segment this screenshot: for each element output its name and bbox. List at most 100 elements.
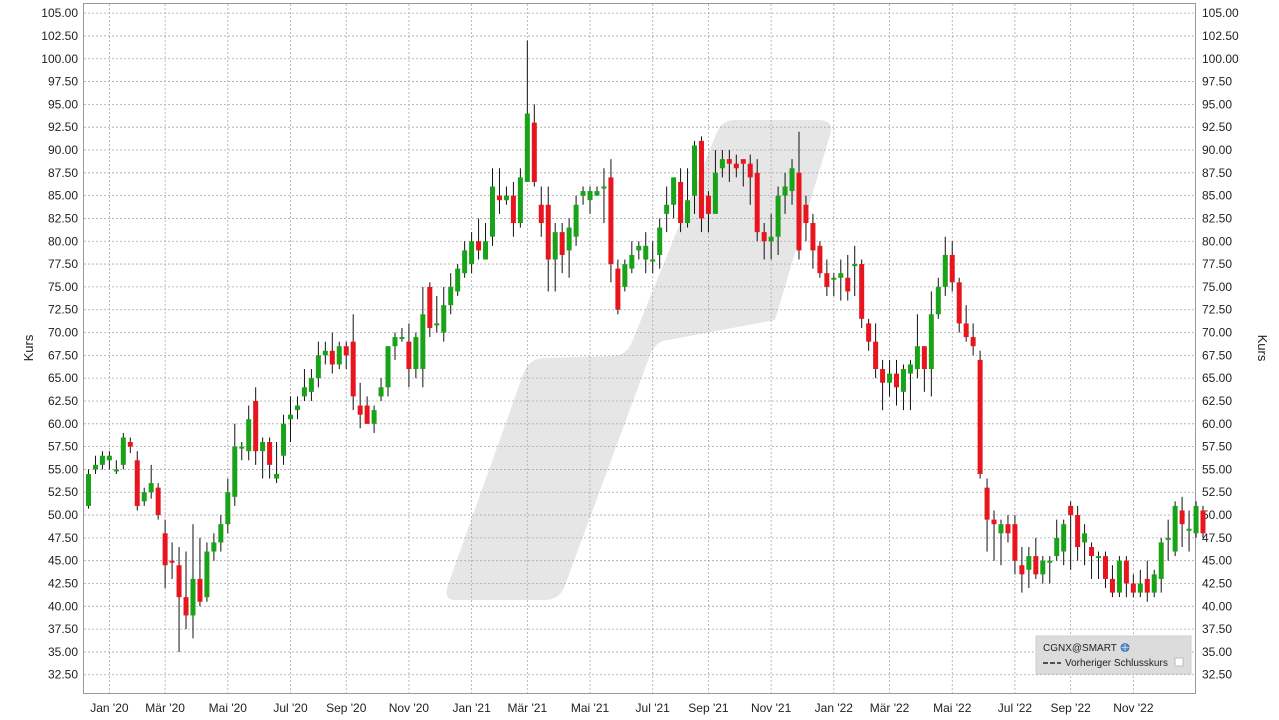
- candle-body: [935, 286, 941, 315]
- candle: [134, 451, 140, 511]
- x-tick-label: Mai '20: [209, 701, 248, 715]
- globe-icon[interactable]: [1120, 643, 1130, 652]
- candle: [1144, 560, 1150, 602]
- candle: [1165, 519, 1171, 561]
- candle: [169, 542, 175, 579]
- candle-body: [420, 314, 426, 370]
- candle: [301, 369, 307, 401]
- candle: [357, 382, 363, 429]
- candle-body: [768, 236, 774, 242]
- candle-body: [218, 524, 224, 543]
- candle-body: [1116, 560, 1122, 593]
- candle: [441, 286, 447, 342]
- candle-body: [726, 159, 732, 164]
- candle-body: [622, 264, 628, 287]
- candle-body: [92, 464, 98, 470]
- y-tick-label-right: 82.50: [1202, 211, 1232, 225]
- candle-body: [587, 191, 593, 201]
- candle: [1172, 501, 1178, 557]
- candle: [956, 277, 962, 333]
- y-tick-label-left: 32.50: [48, 668, 78, 682]
- candle-body: [977, 359, 983, 474]
- x-tick-label: Jul '20: [273, 701, 308, 715]
- x-tick-label: Sep '21: [688, 701, 729, 715]
- candle-body: [1165, 537, 1171, 540]
- candle: [747, 154, 753, 205]
- candle: [1089, 542, 1095, 579]
- candle-body: [343, 346, 349, 356]
- candle: [900, 364, 906, 411]
- candle: [921, 346, 927, 392]
- candle: [692, 140, 698, 214]
- y-tick-label-left: 40.00: [48, 599, 78, 613]
- candle-body: [469, 241, 475, 265]
- y-tick-label-right: 50.00: [1202, 508, 1232, 522]
- candle: [1179, 496, 1185, 547]
- candle-body: [963, 323, 969, 338]
- candle: [490, 168, 496, 246]
- candle-body: [1123, 560, 1129, 584]
- y-tick-label-left: 90.00: [48, 143, 78, 157]
- candle-body: [315, 355, 321, 379]
- candle: [594, 186, 600, 196]
- candle-body: [1061, 524, 1067, 552]
- candle-body: [573, 204, 579, 237]
- y-axis-right: 32.50 35.00 37.50 40.00 42.50 45.00 47.50 50.00…: [1202, 6, 1239, 682]
- x-tick-label: Mär '20: [145, 701, 185, 715]
- y-axis-left: 32.50 35.00 37.50 40.00 42.50 45.00 47.50 50.00…: [41, 6, 78, 682]
- candle: [601, 168, 607, 224]
- candle: [852, 245, 858, 297]
- checkbox-icon[interactable]: [1174, 657, 1184, 667]
- candle: [1040, 556, 1046, 584]
- candle: [733, 154, 739, 178]
- candle-body: [1040, 560, 1046, 575]
- candle: [1068, 501, 1074, 570]
- y-tick-label-left: 72.50: [48, 303, 78, 317]
- candle: [315, 341, 321, 388]
- candle-body: [657, 227, 663, 255]
- candle: [775, 186, 781, 255]
- candle-body: [831, 277, 837, 280]
- y-tick-label-right: 57.50: [1202, 440, 1232, 454]
- candle-body: [211, 542, 217, 552]
- x-axis: Jan '20 Mär '20 Mai '20 Jul '20 Sep '20 Nov '…: [90, 701, 1154, 715]
- candle-body: [894, 373, 900, 388]
- y-tick-label-left: 67.50: [48, 348, 78, 362]
- candle-body: [427, 286, 433, 328]
- candle-body: [434, 323, 440, 326]
- y-tick-label-right: 85.00: [1202, 189, 1232, 203]
- candle: [935, 277, 941, 319]
- candle-body: [984, 487, 990, 520]
- candle: [824, 259, 830, 297]
- candle: [914, 314, 920, 379]
- candle-body: [761, 232, 767, 242]
- legend: CGNX@SMART Vorheriger Schlusskurs: [1035, 635, 1192, 675]
- candle-body: [113, 469, 119, 472]
- candle: [294, 396, 300, 420]
- candle: [1075, 505, 1081, 561]
- y-tick-label-right: 42.50: [1202, 576, 1232, 590]
- candle-body: [120, 437, 126, 465]
- candle: [336, 341, 342, 370]
- candle: [685, 168, 691, 228]
- y-tick-label-right: 70.00: [1202, 326, 1232, 340]
- candle: [120, 432, 126, 470]
- candle: [281, 414, 287, 465]
- candle-body: [141, 492, 147, 502]
- candle: [448, 273, 454, 315]
- candle: [970, 323, 976, 356]
- y-tick-label-right: 77.50: [1202, 257, 1232, 271]
- candle-body: [260, 442, 266, 452]
- candle-body: [1026, 556, 1032, 570]
- candle: [204, 542, 210, 602]
- y-tick-label-right: 37.50: [1202, 622, 1232, 636]
- candle-body: [1186, 528, 1192, 531]
- candle: [503, 186, 509, 205]
- candle: [726, 150, 732, 182]
- candle-body: [483, 241, 489, 260]
- y-tick-label-left: 60.00: [48, 417, 78, 431]
- candle: [531, 104, 537, 187]
- candle-body: [636, 245, 642, 251]
- candle: [113, 460, 119, 474]
- candle: [859, 259, 865, 328]
